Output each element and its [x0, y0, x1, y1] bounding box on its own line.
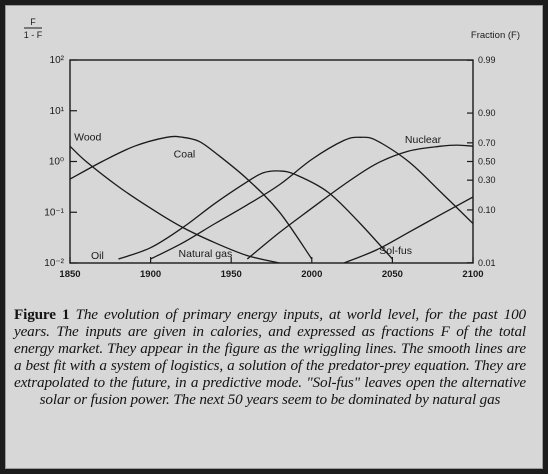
x-tick-label: 2100: [462, 269, 483, 280]
y-axis-label-denominator: 1 - F: [24, 30, 43, 40]
y-right-tick-label: 0.99: [478, 55, 496, 65]
series-line-wood: [70, 145, 280, 263]
y-left-tick-label: 10⁻¹: [44, 207, 64, 218]
annotation-oil: Oil: [91, 250, 104, 262]
y-axis-right-label: Fraction (F): [471, 30, 520, 41]
y-right-tick-label: 0.50: [478, 157, 496, 167]
plot-area-border: [69, 59, 474, 264]
figure-caption: Figure 1 The evolution of primary energy…: [14, 306, 526, 408]
y-left-tick-label: 10⁰: [49, 157, 64, 168]
y-left-tick-label: 10⁻²: [44, 258, 64, 269]
y-left-tick-label: 10²: [50, 55, 65, 66]
y-right-tick-label: 0.10: [478, 205, 496, 215]
series-line-natural-gas: [150, 136, 473, 260]
caption-text: The evolution of primary energy inputs, …: [14, 306, 526, 408]
annotation-wood: Wood: [74, 131, 101, 143]
annotation-sol-fus: Sol-fus: [379, 245, 412, 257]
x-tick-label: 2000: [301, 269, 322, 280]
y-right-tick-label: 0.90: [478, 108, 496, 118]
series-line-sol-fus: [343, 196, 473, 263]
y-axis-label-numerator: F: [30, 17, 36, 27]
y-right-tick-label: 0.70: [478, 138, 496, 148]
y-right-tick-label: 0.30: [478, 175, 496, 185]
caption-label: Figure 1: [14, 306, 70, 323]
x-tick-label: 1900: [140, 269, 161, 280]
series-line-nuclear: [246, 144, 473, 260]
x-tick-label: 1950: [221, 269, 242, 280]
annotation-coal: Coal: [174, 148, 196, 160]
x-tick-label: 2050: [382, 269, 403, 280]
annotation-natural-gas: Natural gas: [179, 248, 233, 260]
annotation-nuclear: Nuclear: [405, 134, 442, 146]
x-tick-label: 1850: [59, 269, 80, 280]
y-left-tick-label: 10¹: [50, 106, 65, 117]
series-line-oil: [118, 170, 393, 260]
y-right-tick-label: 0.01: [478, 258, 496, 268]
series-group: [70, 135, 473, 263]
